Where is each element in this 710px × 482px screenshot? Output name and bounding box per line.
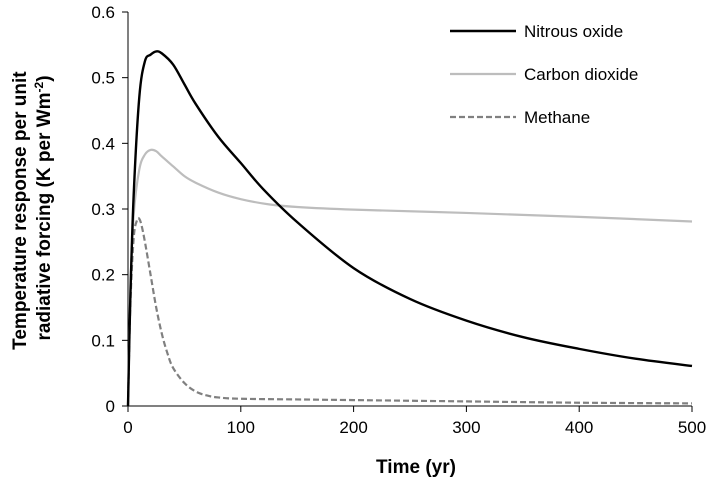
y-axis-title: Temperature response per unit radiative … <box>10 66 55 350</box>
y-tick-label: 0.3 <box>91 200 115 219</box>
y-tick-label: 0 <box>106 397 115 416</box>
x-tick-label: 200 <box>339 418 367 437</box>
x-tick-label: 400 <box>565 418 593 437</box>
y-axis-title-line2-text: radiative forcing (K per Wm <box>34 92 55 340</box>
y-axis-title-line2: radiative forcing (K per Wm-2) <box>32 75 55 340</box>
x-tick-label: 500 <box>678 418 706 437</box>
y-tick-label: 0.1 <box>91 331 115 350</box>
x-tick-label: 100 <box>227 418 255 437</box>
y-tick-label: 0.4 <box>91 134 115 153</box>
y-tick-label: 0.2 <box>91 266 115 285</box>
series-line-carbon-dioxide <box>126 148 693 407</box>
y-tick-label: 0.6 <box>91 3 115 22</box>
y-tick-label: 0.5 <box>91 69 115 88</box>
legend-label-carbon-dioxide: Carbon dioxide <box>524 65 638 84</box>
y-axis: 0 0.1 0.2 0.3 0.4 0.5 0.6 <box>91 3 129 416</box>
x-tick-label: 300 <box>452 418 480 437</box>
series-line-nitrous-oxide <box>126 50 693 407</box>
x-axis: 0 100 200 300 400 500 <box>123 405 706 437</box>
y-axis-title-close-paren: ) <box>34 75 55 81</box>
legend-label-nitrous-oxide: Nitrous oxide <box>524 22 623 41</box>
series-layer <box>126 50 693 407</box>
y-axis-title-line1: Temperature response per unit <box>10 71 31 350</box>
x-axis-title: Time (yr) <box>376 457 456 478</box>
legend: Nitrous oxide Carbon dioxide Methane <box>450 22 638 127</box>
y-axis-title-superscript: -2 <box>32 81 46 92</box>
legend-label-methane: Methane <box>524 108 590 127</box>
x-tick-label: 0 <box>123 418 132 437</box>
series-line-methane <box>126 216 693 407</box>
